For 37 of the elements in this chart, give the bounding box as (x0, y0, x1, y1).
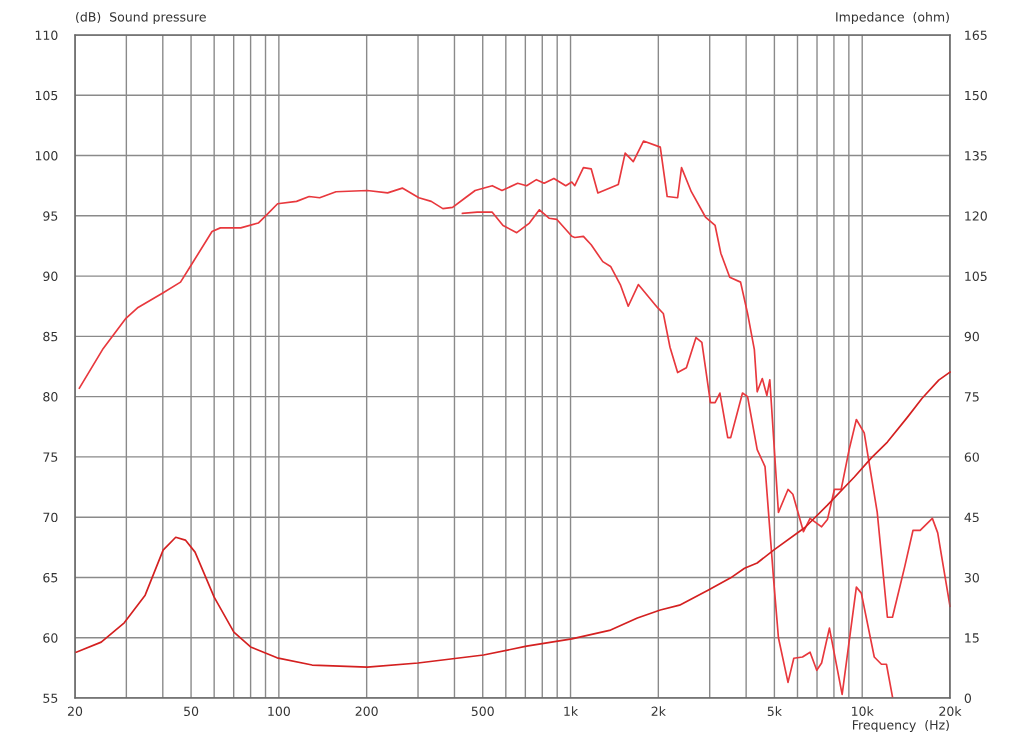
y2-tick-label: 45 (964, 512, 979, 523)
x-tick-label: 10k (852, 706, 874, 717)
x-tick-label: 1k (564, 706, 579, 716)
x-tick-label: 5k (767, 706, 782, 717)
x-tick-label: 2k (651, 706, 666, 716)
y2-tick-label: 165 (965, 30, 987, 40)
y-tick-label: 70 (43, 512, 58, 523)
y-tick-label: 100 (35, 151, 58, 161)
y2-tick-label: 105 (965, 271, 987, 282)
y2-tick-label: 75 (964, 392, 979, 402)
x-tick-label: 20 (67, 706, 83, 717)
y-axis-title: (dB) Sound pressure (76, 11, 206, 25)
y-tick-label: 75 (43, 452, 58, 462)
y2-tick-label: 135 (965, 151, 987, 161)
y2-tick-label: 60 (964, 452, 979, 462)
x-axis-title: Frequency (Hz) (852, 719, 949, 733)
y-tick-label: 90 (43, 271, 58, 282)
y-tick-label: 85 (43, 331, 58, 342)
y-tick-label: 55 (43, 693, 58, 703)
x-tick-label: 200 (355, 706, 378, 717)
y-tick-label: 80 (43, 392, 58, 402)
y-tick-label: 65 (43, 572, 58, 583)
x-tick-label: 100 (268, 706, 290, 717)
y2-tick-label: 90 (964, 331, 979, 342)
y2-tick-label: 0 (964, 693, 972, 703)
y2-tick-label: 15 (965, 633, 979, 643)
y-tick-label: 60 (43, 633, 58, 643)
y-tick-label: 105 (35, 90, 58, 101)
x-tick-label: 20k (939, 706, 962, 717)
y2-axis-title: Impedance (ohm) (836, 11, 949, 25)
y-tick-label: 110 (35, 30, 58, 40)
y-tick-label: 95 (43, 211, 58, 221)
y2-tick-label: 30 (964, 572, 979, 583)
x-tick-label: 500 (471, 706, 494, 717)
y2-tick-label: 120 (965, 211, 987, 221)
y2-tick-label: 150 (965, 90, 987, 101)
x-tick-label: 50 (184, 706, 199, 717)
